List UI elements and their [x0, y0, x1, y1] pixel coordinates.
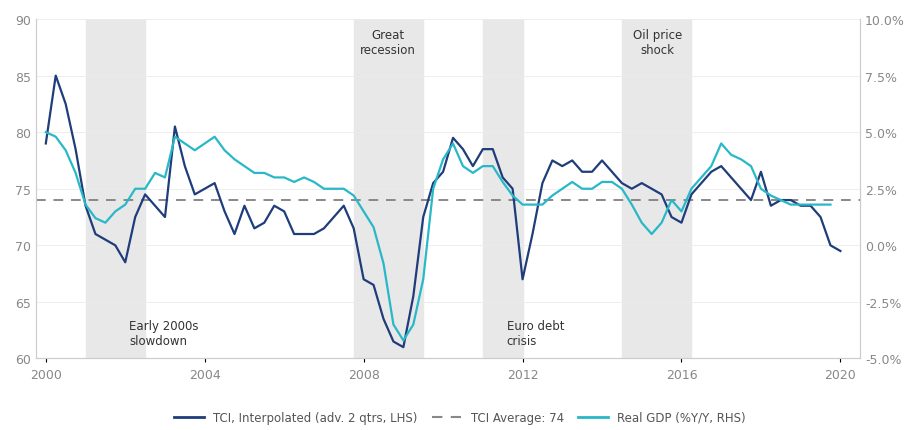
- Text: Euro debt
crisis: Euro debt crisis: [506, 319, 563, 347]
- Legend: TCI, Interpolated (adv. 2 qtrs, LHS), TCI Average: 74, Real GDP (%Y/Y, RHS): TCI, Interpolated (adv. 2 qtrs, LHS), TC…: [169, 406, 750, 428]
- Bar: [482, 20, 522, 359]
- Text: Early 2000s
slowdown: Early 2000s slowdown: [129, 319, 199, 347]
- Bar: [621, 20, 691, 359]
- Text: Great
recession: Great recession: [359, 29, 415, 57]
- Bar: [85, 20, 145, 359]
- Bar: [353, 20, 423, 359]
- Text: Oil price
shock: Oil price shock: [632, 29, 682, 57]
